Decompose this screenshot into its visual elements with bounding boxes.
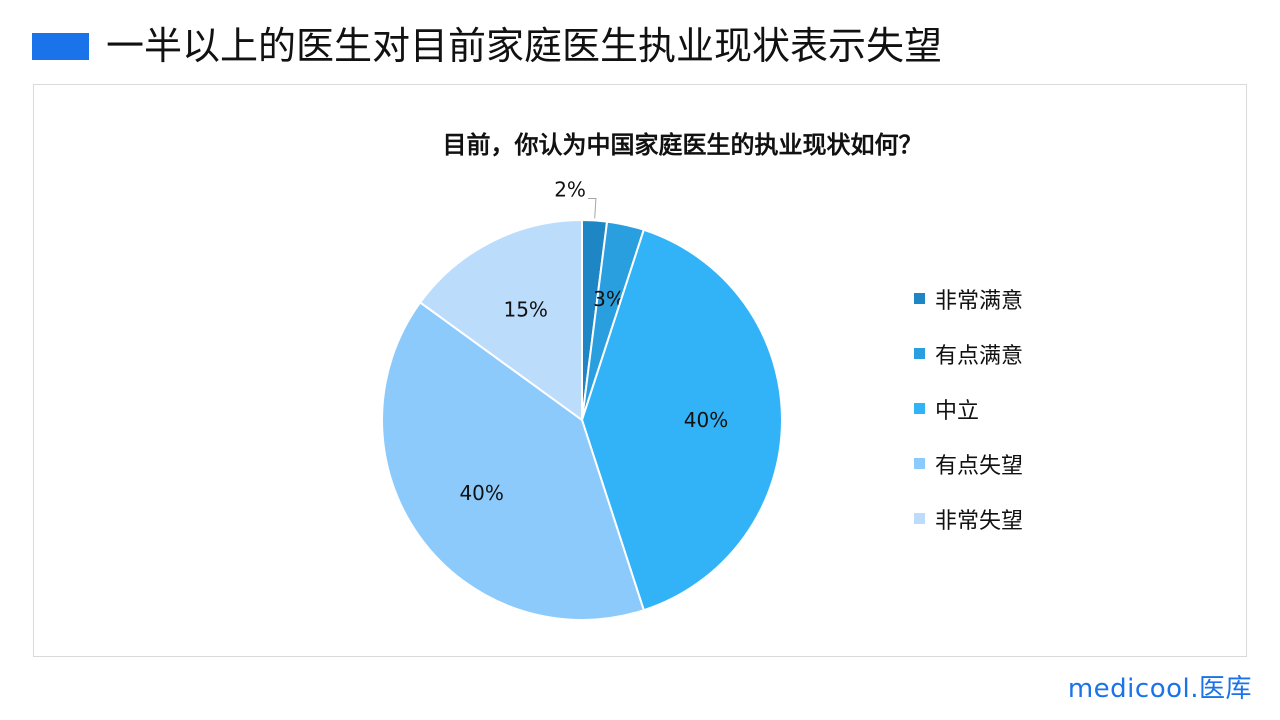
legend-item-2: 中立 bbox=[914, 381, 1023, 436]
title-accent-bar bbox=[32, 33, 89, 60]
legend-label-0: 非常满意 bbox=[935, 288, 1024, 314]
data-label-0: 2% bbox=[554, 177, 586, 201]
legend-item-1: 有点满意 bbox=[914, 326, 1023, 381]
legend-swatch-4 bbox=[914, 513, 925, 524]
brand-logo: medicool.医库 bbox=[1067, 674, 1252, 704]
legend-swatch-0 bbox=[914, 293, 925, 304]
pie-chart: 2%3%40%40%15% bbox=[381, 177, 783, 621]
legend-swatch-1 bbox=[914, 348, 925, 359]
chart-legend: 非常满意有点满意中立有点失望非常失望 bbox=[914, 271, 1023, 546]
data-label-4: 15% bbox=[503, 298, 547, 322]
page-title: 一半以上的医生对目前家庭医生执业现状表示失望 bbox=[106, 24, 943, 68]
chart-frame: 2% 3% 40% 40% 15% 目前，你认为中国家庭医生的执业现状如何？ 非常满意有… bbox=[33, 84, 1247, 657]
legend-label-1: 有点满意 bbox=[935, 343, 1024, 369]
pie-slice-3 bbox=[381, 301, 646, 621]
legend-swatch-3 bbox=[914, 458, 925, 469]
legend-label-4: 非常失望 bbox=[935, 508, 1024, 534]
legend-label-3: 有点失望 bbox=[935, 453, 1024, 479]
pie-slice-4 bbox=[418, 218, 583, 422]
data-label-2: 40% bbox=[684, 408, 728, 432]
data-label-3: 40% bbox=[459, 481, 503, 505]
legend-item-4: 非常失望 bbox=[914, 491, 1023, 546]
legend-item-0: 非常满意 bbox=[914, 271, 1023, 326]
legend-item-3: 有点失望 bbox=[914, 436, 1023, 491]
chart-title: 目前，你认为中国家庭医生的执业现状如何？ bbox=[442, 131, 923, 159]
pie-slice-2 bbox=[580, 228, 783, 612]
legend-swatch-2 bbox=[914, 403, 925, 414]
legend-label-2: 中立 bbox=[935, 398, 980, 424]
leader-line-0 bbox=[587, 197, 597, 219]
